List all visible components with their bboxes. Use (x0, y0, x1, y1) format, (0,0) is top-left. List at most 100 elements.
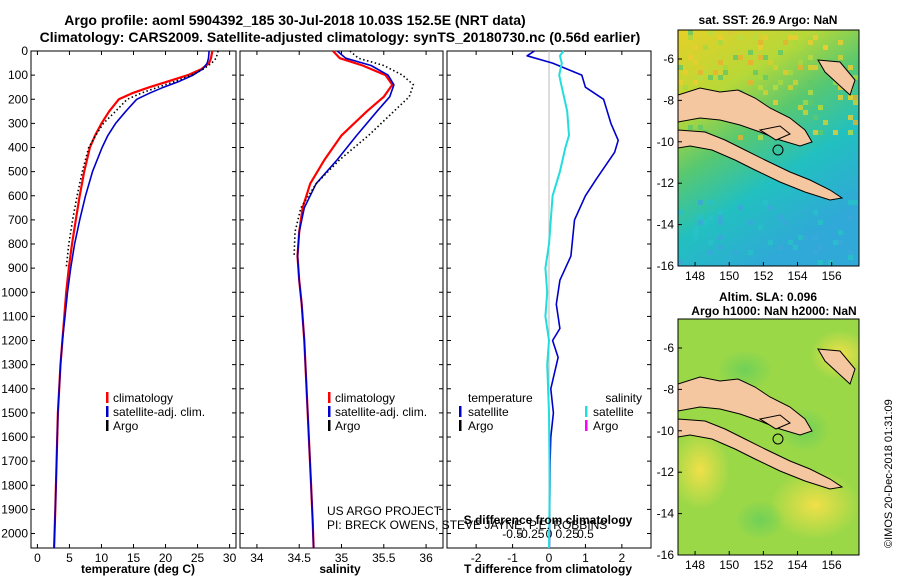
x-tick-label: 36 (419, 551, 433, 565)
sst-pixel (718, 215, 723, 220)
x-tick-label: 1 (582, 551, 589, 565)
sst-pixel (718, 245, 723, 250)
sst-pixel (728, 30, 733, 35)
sal-legend-climatology-label: climatology (335, 391, 395, 405)
sst-pixel (808, 85, 813, 90)
sst-pixel (718, 220, 723, 225)
sst-pixel (763, 90, 768, 95)
png-peninsula-top (678, 129, 844, 201)
sst-pixel (753, 35, 758, 40)
sst-pixel (813, 235, 818, 240)
sst-pixel (808, 40, 813, 45)
sst-pixel (763, 75, 768, 80)
sst-pixel (783, 40, 788, 45)
depth-tick-label: 1300 (1, 358, 28, 372)
map-x-tick-label: 154 (788, 558, 808, 572)
sst-pixel (708, 200, 713, 205)
credit-line1: US ARGO PROJECT (327, 504, 442, 518)
sst-pixel (693, 45, 698, 50)
sst-pixel (733, 250, 738, 255)
sst-pixel (798, 105, 803, 110)
sst-pixel (698, 125, 703, 130)
sst-pixel (773, 85, 778, 90)
sst-pixel (758, 55, 763, 60)
sst-pixel (703, 70, 708, 75)
sst-pixel (738, 135, 743, 140)
sst-pixel (713, 70, 718, 75)
sst-pixel (838, 85, 843, 90)
sal-legend-satellite-label: satellite-adj. clim. (335, 405, 427, 419)
sst-pixel (693, 225, 698, 230)
sst-pixel (688, 35, 693, 40)
sst-pixel (853, 200, 858, 205)
sla-map (678, 319, 859, 555)
sst-pixel (778, 50, 783, 55)
sst-map-axes: 148 150 152 154 156 -6 -8 -10 -12 -14 -16 (657, 52, 842, 283)
argo-location-marker-top (772, 144, 784, 156)
map-y-tick-label: -10 (657, 135, 675, 149)
sst-pixel (833, 130, 838, 135)
x-tick-label: 5 (66, 551, 73, 565)
sst-pixel (753, 70, 758, 75)
diff-legend-temp-satellite-label: satellite (468, 405, 509, 419)
map-y-tick-label: -8 (663, 382, 674, 396)
sal-legend-argo-swatch (328, 420, 331, 431)
sst-pixel (823, 45, 828, 50)
sal-legend-argo-label: Argo (335, 419, 361, 433)
sst-pixel (818, 220, 823, 225)
sst-pixel (698, 200, 703, 205)
sst-pixel (853, 120, 858, 125)
diff-legend-temperature-heading: temperature (468, 391, 533, 405)
sst-pixel (778, 245, 783, 250)
sst-pixel (768, 240, 773, 245)
sst-pixel (698, 45, 703, 50)
sst-pixel (803, 110, 808, 115)
depth-tick-label: 600 (8, 189, 28, 203)
sst-pixel (838, 55, 843, 60)
sst-pixel (723, 65, 728, 70)
sst-pixel (758, 45, 763, 50)
sst-pixel (678, 260, 683, 265)
x-tick-label: -1 (507, 551, 518, 565)
sst-pixel (718, 210, 723, 215)
diff-legend-salinity-heading: salinity (605, 391, 642, 405)
sst-pixel (813, 65, 818, 70)
png-peninsula-bottom (678, 418, 844, 490)
diff-legend-sal-satellite-label: satellite (593, 405, 634, 419)
series-line-satellite-adj-clim- (53, 50, 210, 549)
sal-diff-tick-label: -0.5 (502, 527, 523, 541)
sst-pixel (698, 65, 703, 70)
sst-pixel (748, 80, 753, 85)
legend-satellite-swatch (106, 406, 109, 417)
depth-tick-label: 1700 (1, 454, 28, 468)
x-tick-label: 10 (95, 551, 109, 565)
depth-tick-label: 1600 (1, 430, 28, 444)
sst-pixel (818, 245, 823, 250)
x-tick-label: 34.5 (288, 551, 312, 565)
sst-pixel (693, 50, 698, 55)
series-line-salinity-satellite (544, 50, 570, 549)
figure-title-line1: Argo profile: aoml 5904392_185 30-Jul-20… (64, 12, 525, 28)
sst-pixel (698, 70, 703, 75)
depth-tick-label: 1200 (1, 334, 28, 348)
sst-pixel (808, 90, 813, 95)
x-tick-label: 35 (335, 551, 349, 565)
map-y-tick-label: -14 (657, 507, 675, 521)
map-x-tick-label: 152 (753, 558, 773, 572)
legend-satellite-label: satellite-adj. clim. (113, 405, 205, 419)
sst-pixel (693, 65, 698, 70)
sst-pixel (738, 35, 743, 40)
credit-line2: PI: BRECK OWENS, STEVE JAYNE, P.E. ROBBI… (327, 518, 607, 532)
sst-pixel (813, 210, 818, 215)
sst-pixel (683, 70, 688, 75)
sst-pixel (793, 35, 798, 40)
x-tick-label: 34 (250, 551, 264, 565)
sst-pixel (838, 95, 843, 100)
sst-pixel (818, 105, 823, 110)
sst-pixel (738, 205, 743, 210)
sst-pixel (833, 240, 838, 245)
depth-tick-label: 400 (8, 141, 28, 155)
sst-pixel (693, 60, 698, 65)
sst-pixel (718, 235, 723, 240)
